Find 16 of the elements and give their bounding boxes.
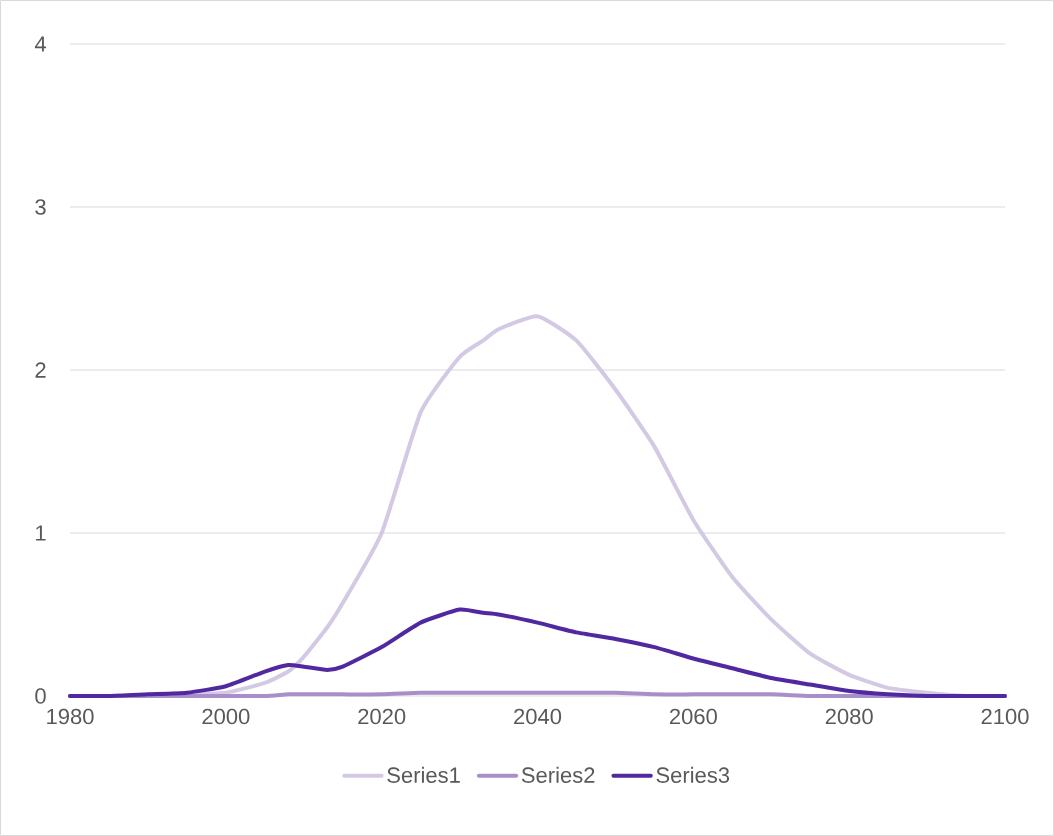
x-tick-label: 2100 — [981, 708, 1029, 725]
y-tick-label: 2 — [35, 362, 46, 378]
y-tick-label: 4 — [34, 36, 46, 52]
x-tick-label: 2060 — [669, 708, 717, 725]
legend-label: Series1 — [387, 766, 460, 783]
line-series — [68, 607, 1007, 699]
y-tick-label: 1 — [36, 525, 46, 541]
legend-label: Series2 — [521, 766, 595, 783]
x-tick-label: 2000 — [202, 708, 250, 725]
x-tick-label: 2020 — [358, 708, 406, 725]
x-tick-label: 2080 — [825, 708, 873, 725]
legend-label: Series3 — [656, 766, 730, 783]
x-tick-label: 2040 — [514, 708, 562, 725]
x-tick-label: 1980 — [47, 708, 94, 725]
y-tick-label: 0 — [35, 688, 46, 704]
y-tick-label: 3 — [35, 199, 46, 215]
